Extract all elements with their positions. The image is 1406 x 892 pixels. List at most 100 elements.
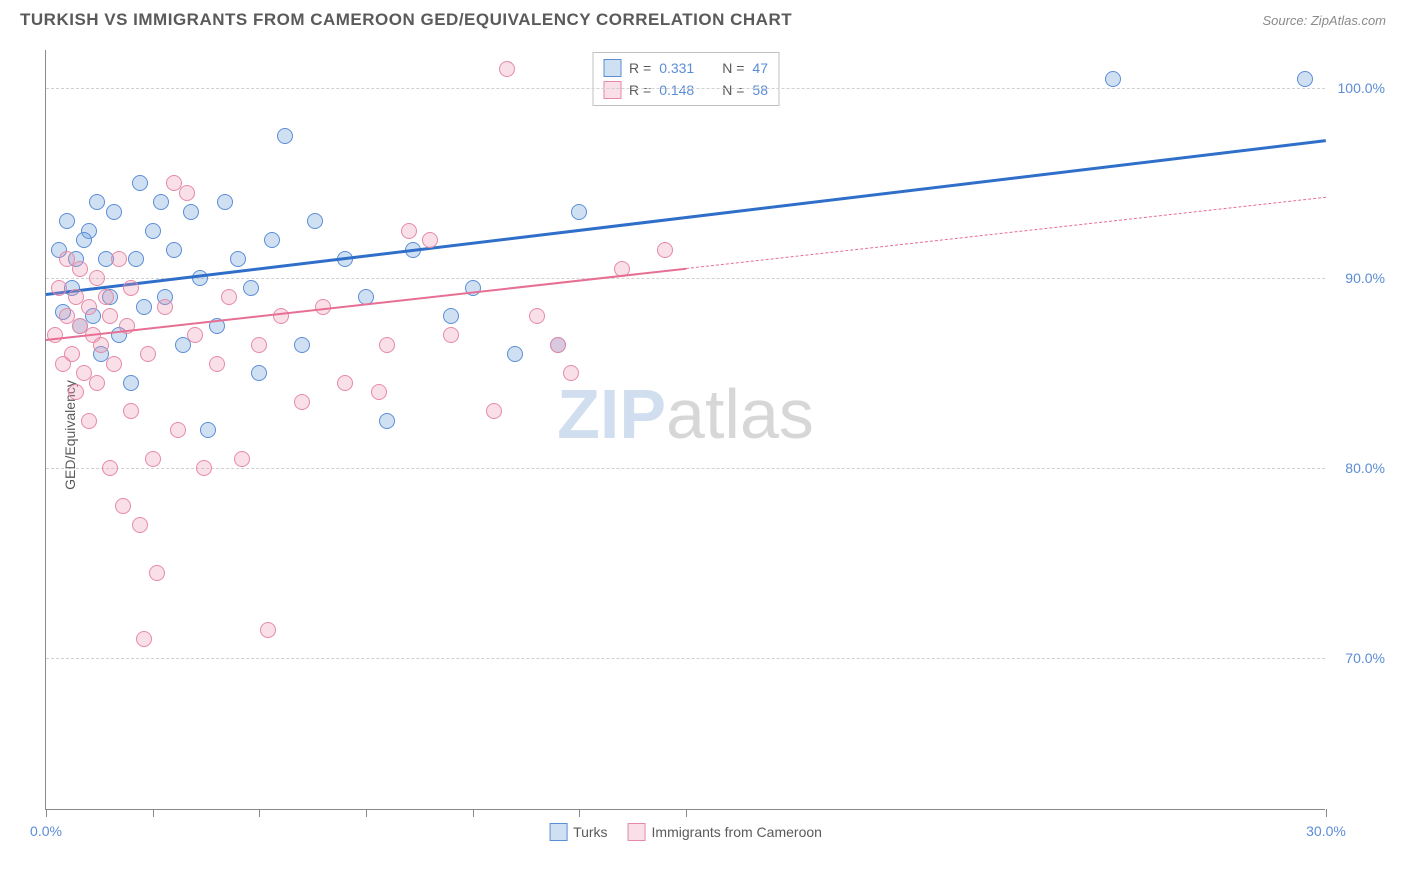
legend-n-label: N = xyxy=(722,82,744,98)
legend-r-value: 0.148 xyxy=(659,82,694,98)
data-point xyxy=(571,204,587,220)
data-point xyxy=(529,308,545,324)
data-point xyxy=(136,299,152,315)
data-point xyxy=(111,251,127,267)
data-point xyxy=(443,308,459,324)
x-tick xyxy=(259,809,260,817)
data-point xyxy=(486,403,502,419)
legend-stats-row: R =0.331N =47 xyxy=(603,57,768,79)
data-point xyxy=(145,451,161,467)
data-point xyxy=(264,232,280,248)
data-point xyxy=(243,280,259,296)
x-tick-label: 0.0% xyxy=(30,823,62,839)
chart-container: GED/Equivalency ZIPatlas R =0.331N =47R … xyxy=(45,50,1385,820)
data-point xyxy=(277,128,293,144)
data-point xyxy=(132,175,148,191)
y-tick-label: 100.0% xyxy=(1338,80,1385,96)
data-point xyxy=(294,394,310,410)
legend-stats-row: R = 0.148 N = 58 xyxy=(603,79,768,101)
legend-r-label: R = xyxy=(629,82,651,98)
legend-n-label: N = xyxy=(722,60,744,76)
legend-series-item: Immigrants from Cameroon xyxy=(628,823,822,841)
gridline xyxy=(46,468,1325,469)
data-point xyxy=(51,280,67,296)
chart-source: Source: ZipAtlas.com xyxy=(1262,13,1386,28)
data-point xyxy=(221,289,237,305)
x-tick xyxy=(153,809,154,817)
data-point xyxy=(1297,71,1313,87)
data-point xyxy=(550,337,566,353)
data-point xyxy=(157,299,173,315)
legend-series-item: Turks xyxy=(549,823,607,841)
data-point xyxy=(64,346,80,362)
legend-swatch xyxy=(549,823,567,841)
data-point xyxy=(72,261,88,277)
y-tick-label: 80.0% xyxy=(1345,460,1385,476)
data-point xyxy=(337,375,353,391)
legend-r-value: 0.331 xyxy=(659,60,694,76)
legend-series-label: Turks xyxy=(573,824,607,840)
data-point xyxy=(81,299,97,315)
gridline xyxy=(46,88,1325,89)
data-point xyxy=(89,375,105,391)
data-point xyxy=(140,346,156,362)
data-point xyxy=(209,356,225,372)
trend-line xyxy=(686,196,1326,268)
data-point xyxy=(273,308,289,324)
watermark-zip: ZIP xyxy=(557,375,666,453)
chart-header: TURKISH VS IMMIGRANTS FROM CAMEROON GED/… xyxy=(0,0,1406,35)
x-tick xyxy=(686,809,687,817)
legend-swatch xyxy=(628,823,646,841)
x-tick xyxy=(1326,809,1327,817)
data-point xyxy=(499,61,515,77)
data-point xyxy=(123,280,139,296)
data-point xyxy=(145,223,161,239)
data-point xyxy=(68,384,84,400)
legend-series: Turks Immigrants from Cameroon xyxy=(549,823,822,841)
data-point xyxy=(93,337,109,353)
data-point xyxy=(59,213,75,229)
data-point xyxy=(379,337,395,353)
data-point xyxy=(149,565,165,581)
gridline xyxy=(46,658,1325,659)
data-point xyxy=(1105,71,1121,87)
data-point xyxy=(371,384,387,400)
data-point xyxy=(260,622,276,638)
data-point xyxy=(657,242,673,258)
x-tick xyxy=(579,809,580,817)
legend-swatch xyxy=(603,59,621,77)
watermark-atlas: atlas xyxy=(666,375,814,453)
data-point xyxy=(102,460,118,476)
data-point xyxy=(81,413,97,429)
data-point xyxy=(196,460,212,476)
data-point xyxy=(123,403,139,419)
data-point xyxy=(136,631,152,647)
data-point xyxy=(251,365,267,381)
data-point xyxy=(89,270,105,286)
chart-title: TURKISH VS IMMIGRANTS FROM CAMEROON GED/… xyxy=(20,10,792,30)
data-point xyxy=(251,337,267,353)
data-point xyxy=(422,232,438,248)
legend-r-label: R = xyxy=(629,60,651,76)
data-point xyxy=(115,498,131,514)
data-point xyxy=(183,204,199,220)
data-point xyxy=(507,346,523,362)
watermark: ZIPatlas xyxy=(557,374,814,454)
y-tick-label: 90.0% xyxy=(1345,270,1385,286)
legend-stats: R =0.331N =47R =0.148N =58 xyxy=(592,52,779,106)
data-point xyxy=(187,327,203,343)
data-point xyxy=(234,451,250,467)
data-point xyxy=(132,517,148,533)
y-tick-label: 70.0% xyxy=(1345,650,1385,666)
data-point xyxy=(98,289,114,305)
legend-n-value: 58 xyxy=(752,82,768,98)
x-tick xyxy=(366,809,367,817)
data-point xyxy=(230,251,246,267)
x-tick xyxy=(473,809,474,817)
data-point xyxy=(106,204,122,220)
legend-series-label: Immigrants from Cameroon xyxy=(652,824,822,840)
data-point xyxy=(192,270,208,286)
data-point xyxy=(307,213,323,229)
x-tick-label: 30.0% xyxy=(1306,823,1346,839)
data-point xyxy=(106,356,122,372)
